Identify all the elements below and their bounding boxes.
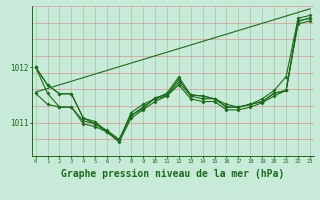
X-axis label: Graphe pression niveau de la mer (hPa): Graphe pression niveau de la mer (hPa) bbox=[61, 169, 284, 179]
